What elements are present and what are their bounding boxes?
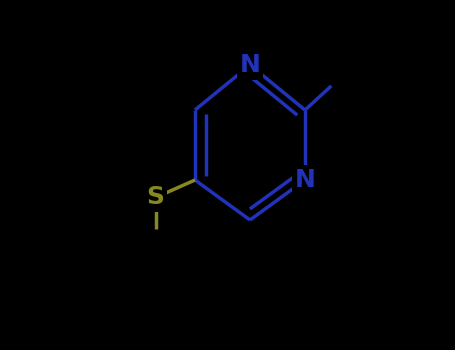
Text: N: N: [294, 168, 315, 192]
Text: N: N: [240, 53, 260, 77]
Text: S: S: [147, 186, 165, 210]
